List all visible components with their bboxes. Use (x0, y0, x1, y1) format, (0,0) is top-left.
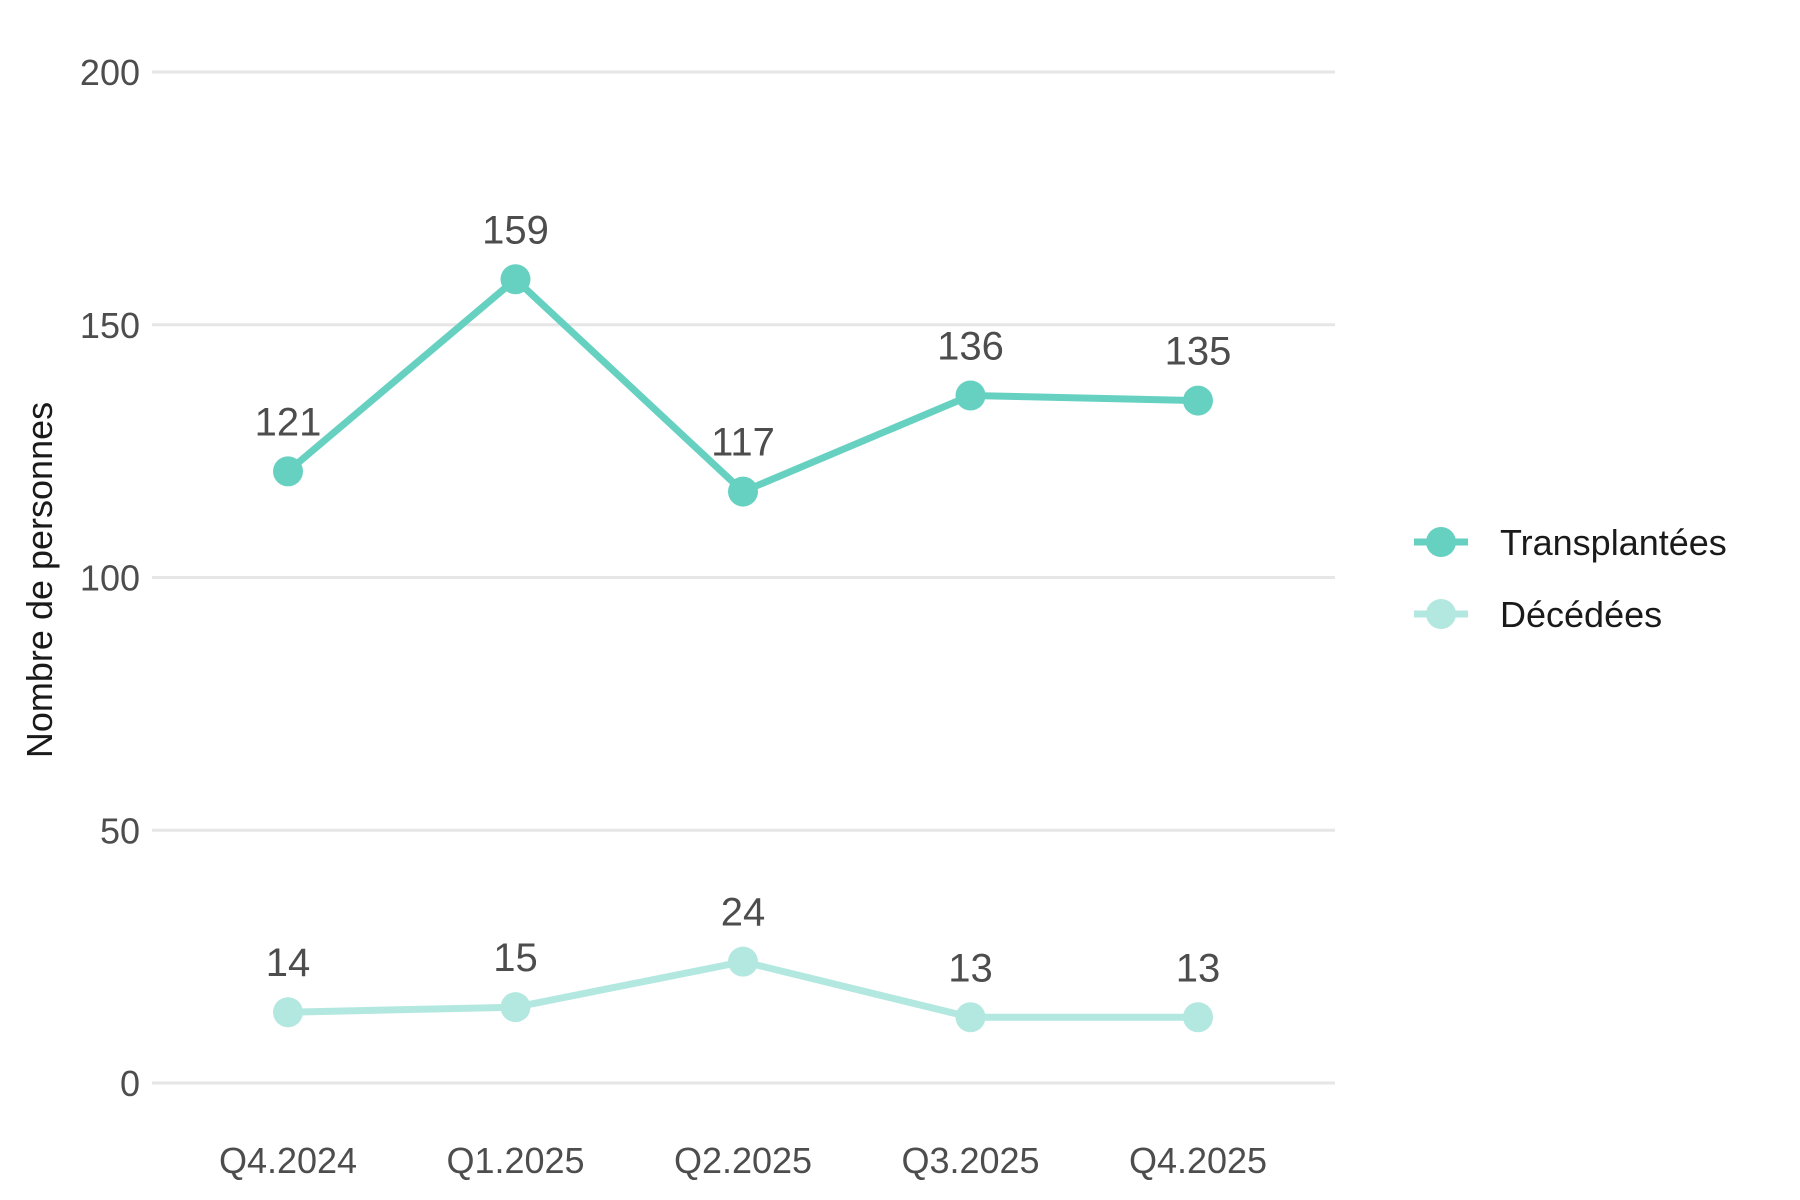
y-tick-label: 50 (100, 810, 140, 851)
x-tick-label: Q3.2025 (901, 1140, 1039, 1181)
y-axis-title: Nombre de personnes (19, 402, 60, 758)
data-label: 117 (711, 421, 775, 465)
data-label: 24 (721, 891, 766, 935)
legend-marker (1426, 599, 1456, 629)
x-tick-label: Q1.2025 (446, 1140, 584, 1181)
data-point (728, 476, 758, 507)
y-tick-label: 100 (80, 558, 140, 599)
legend-label: Transplantées (1500, 522, 1727, 563)
data-label: 136 (937, 325, 1004, 369)
y-tick-label: 150 (80, 305, 140, 346)
x-tick-label: Q4.2025 (1129, 1140, 1267, 1181)
data-point (1183, 1002, 1213, 1033)
series: 121 159 117 136 135 14 15 24 13 13 (255, 208, 1232, 1033)
legend-item: Décédées (1414, 594, 1662, 635)
x-tick-label: Q2.2025 (674, 1140, 812, 1181)
y-tick-label: 200 (80, 52, 140, 93)
data-point (955, 380, 986, 411)
x-tick-label: Q4.2024 (219, 1140, 357, 1181)
data-label: 121 (255, 400, 322, 444)
data-label: 135 (1165, 330, 1232, 374)
y-axis-ticks: 0 50 100 150 200 (80, 52, 140, 1104)
data-label: 13 (1176, 946, 1221, 990)
legend-label: Décédées (1500, 594, 1662, 635)
data-point (1183, 385, 1213, 416)
data-point (273, 456, 303, 487)
gridlines (152, 70, 1335, 1085)
series-1: 121 159 117 136 135 (255, 208, 1232, 507)
legend-marker (1426, 527, 1456, 557)
data-label: 13 (948, 946, 993, 990)
data-point (500, 992, 531, 1023)
y-tick-label: 0 (120, 1063, 140, 1104)
data-label: 14 (266, 941, 311, 985)
data-label: 159 (482, 208, 549, 252)
data-point (728, 946, 758, 977)
legend: Transplantées Décédées (1414, 522, 1727, 635)
data-point (500, 264, 531, 295)
data-point (955, 1002, 986, 1033)
x-axis-ticks: Q4.2024 Q1.2025 Q2.2025 Q3.2025 Q4.2025 (219, 1140, 1267, 1181)
data-point (273, 997, 303, 1028)
data-label: 15 (493, 936, 538, 980)
series-2: 14 15 24 13 13 (266, 891, 1221, 1033)
legend-item: Transplantées (1414, 522, 1727, 563)
